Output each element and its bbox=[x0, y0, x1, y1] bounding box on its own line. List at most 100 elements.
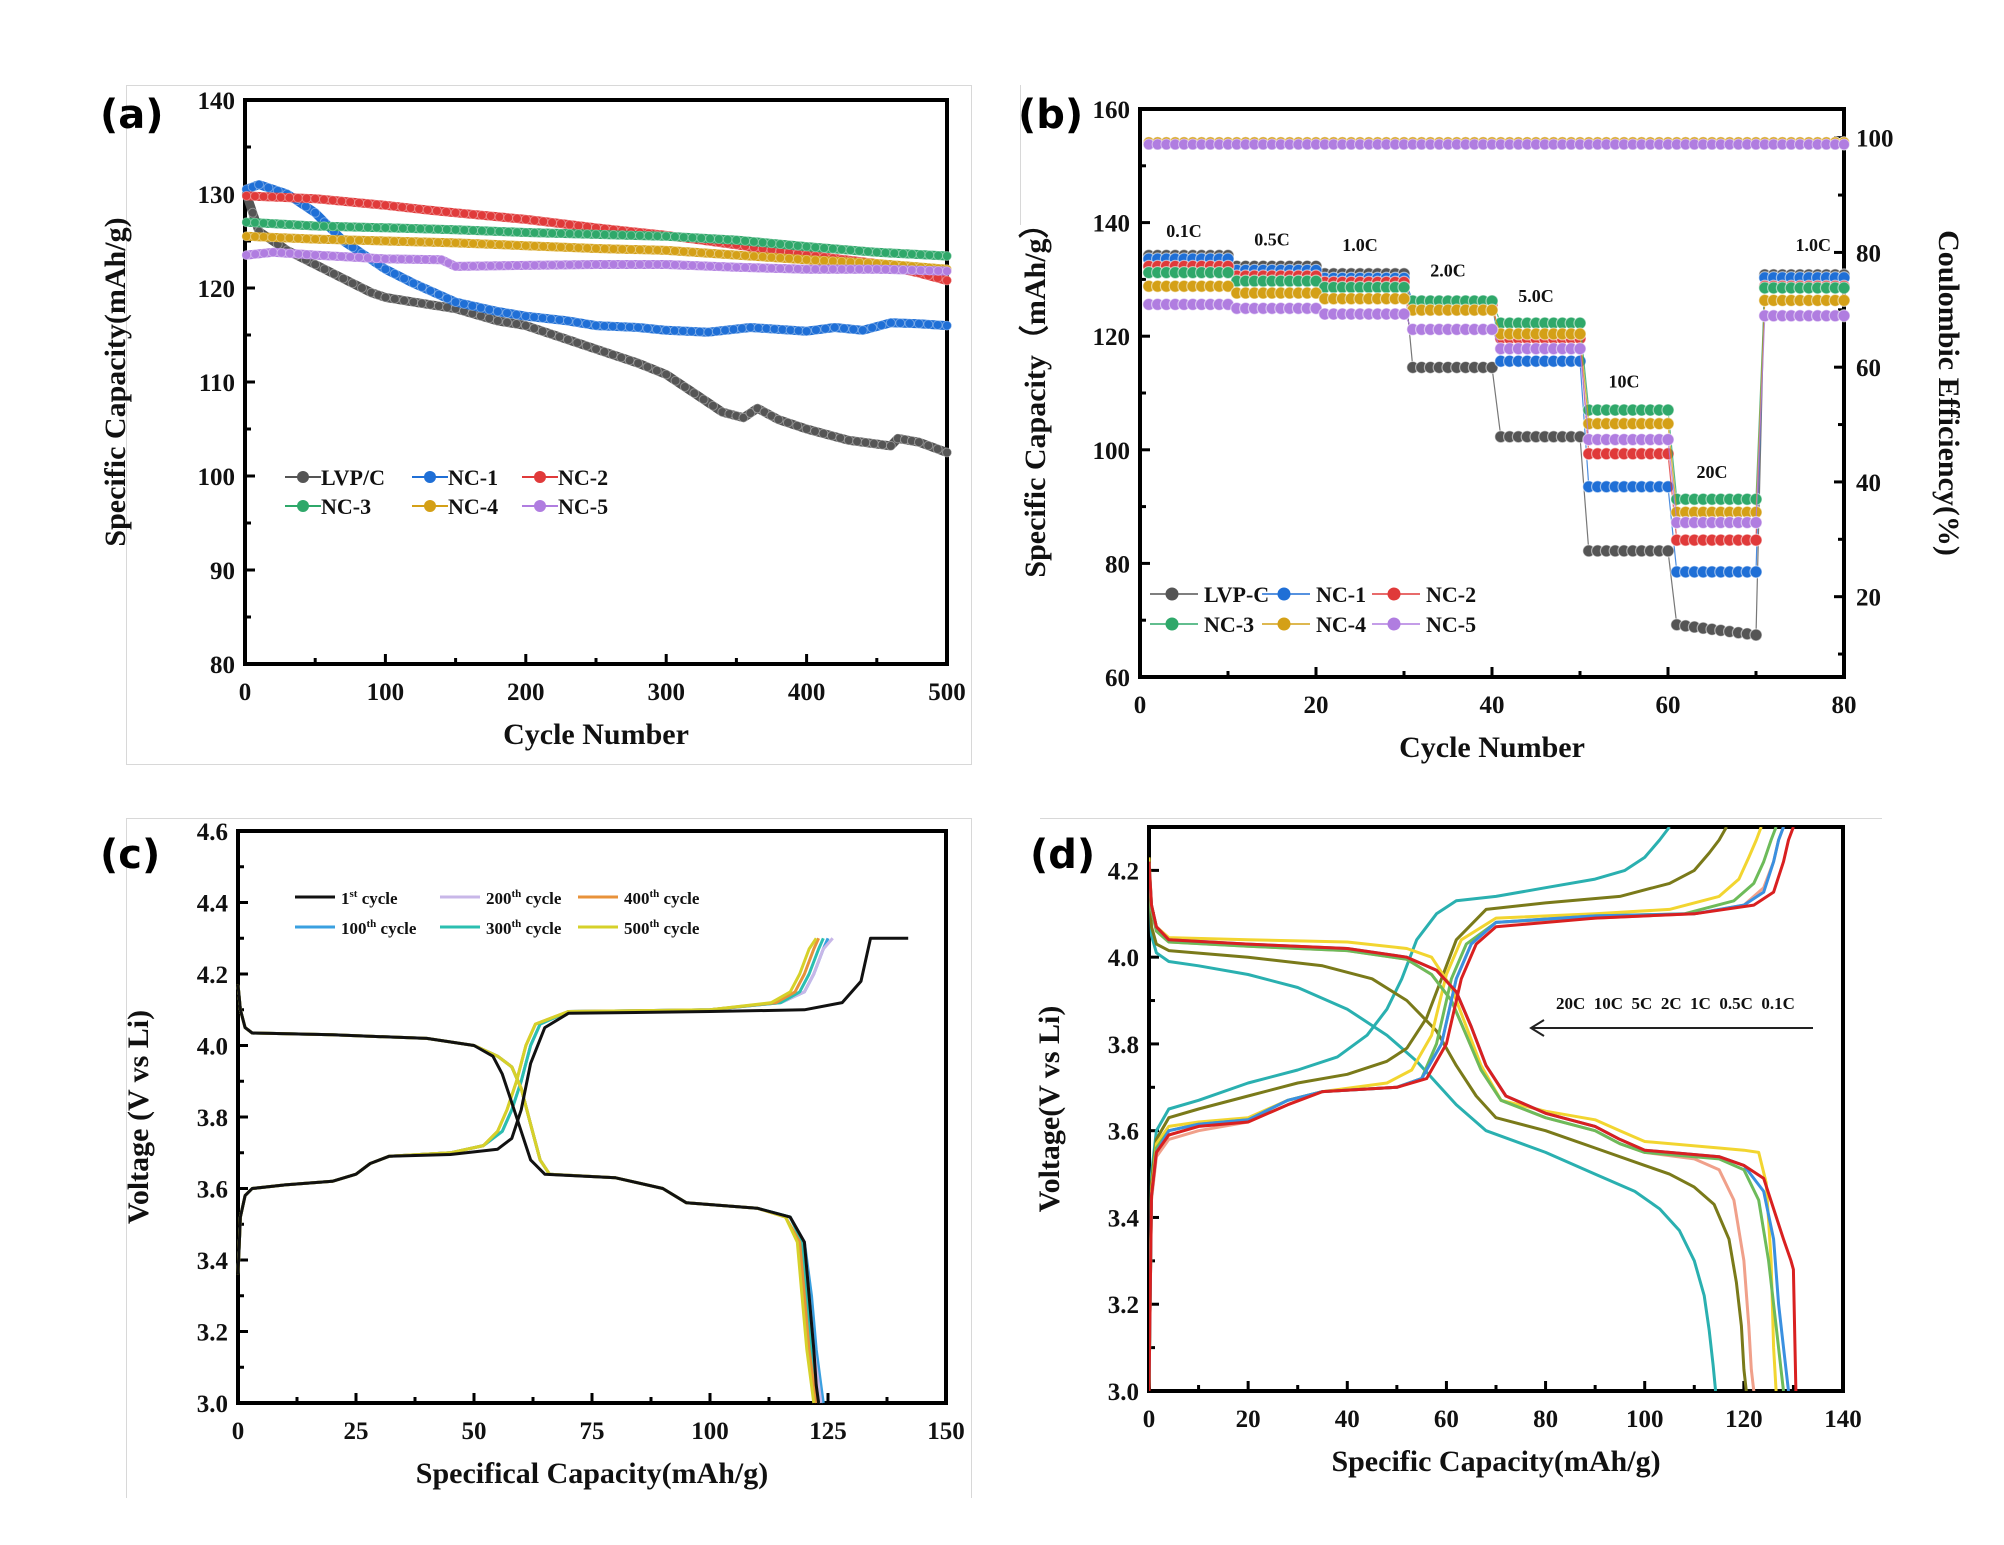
rate-label: 5.0C bbox=[1518, 286, 1554, 306]
rate-label: 0.1C bbox=[1166, 221, 1202, 241]
data-point bbox=[634, 230, 645, 241]
legend-cycle-word: cycle bbox=[357, 889, 398, 908]
data-point bbox=[740, 262, 751, 273]
data-point bbox=[757, 251, 768, 262]
data-point bbox=[669, 325, 680, 336]
data-point bbox=[380, 200, 391, 211]
data-point bbox=[327, 195, 338, 206]
rate-order-annotation: 20C 10C 5C 2C 1C 0.5C 0.1C bbox=[1556, 994, 1795, 1013]
data-point bbox=[642, 323, 653, 334]
legend-label: NC-2 bbox=[558, 465, 608, 490]
data-point bbox=[442, 293, 453, 304]
data-point bbox=[624, 322, 635, 333]
data-point bbox=[898, 248, 909, 259]
data-point bbox=[626, 244, 637, 255]
x-tick-label: 60 bbox=[1434, 1406, 1459, 1433]
data-point bbox=[722, 261, 733, 272]
data-point bbox=[408, 278, 419, 289]
data-point bbox=[511, 319, 522, 330]
data-point bbox=[414, 204, 425, 215]
data-point bbox=[661, 259, 672, 270]
data-point bbox=[836, 264, 847, 275]
legend-marker bbox=[424, 471, 436, 483]
data-point bbox=[880, 247, 891, 258]
data-point bbox=[502, 317, 513, 328]
x-tick-label: 20 bbox=[1236, 1406, 1261, 1433]
data-point bbox=[617, 244, 628, 255]
rate-label: 1.0C bbox=[1795, 235, 1831, 255]
rate-label: 20C bbox=[1697, 462, 1728, 482]
data-point bbox=[512, 227, 523, 238]
data-point bbox=[810, 255, 821, 266]
y-tick-label: 60 bbox=[1105, 665, 1130, 692]
data-point bbox=[354, 197, 365, 208]
data-point bbox=[538, 260, 549, 271]
legend-item: 400th cycle bbox=[578, 888, 700, 908]
data-point bbox=[740, 235, 751, 246]
data-point bbox=[1485, 303, 1499, 317]
x-tick-label: 60 bbox=[1656, 692, 1681, 719]
x-tick-label: 0 bbox=[1143, 1406, 1156, 1433]
data-point bbox=[408, 297, 419, 308]
data-point bbox=[547, 260, 558, 271]
data-point bbox=[694, 326, 705, 337]
data-point bbox=[476, 210, 487, 221]
legend-marker bbox=[1387, 617, 1401, 631]
data-point bbox=[617, 230, 628, 241]
data-point bbox=[616, 352, 627, 363]
legend-ordinal-suffix: th bbox=[512, 888, 522, 900]
data-point bbox=[250, 231, 261, 242]
data-point bbox=[1485, 322, 1499, 336]
data-point bbox=[241, 217, 252, 228]
legend-item: 100th cycle bbox=[295, 918, 417, 938]
data-point bbox=[371, 235, 382, 246]
data-point bbox=[503, 212, 514, 223]
data-point bbox=[284, 248, 295, 259]
data-point bbox=[757, 263, 768, 274]
data-point bbox=[857, 325, 868, 336]
data-point bbox=[380, 222, 391, 233]
data-point bbox=[696, 260, 707, 271]
x-tick-label: 0 bbox=[1134, 692, 1147, 719]
data-point bbox=[582, 259, 593, 270]
data-point bbox=[773, 414, 784, 425]
data-point bbox=[766, 263, 777, 274]
data-point bbox=[652, 259, 663, 270]
y-tick-label: 3.4 bbox=[1108, 1205, 1140, 1232]
data-point bbox=[669, 231, 680, 242]
data-point bbox=[327, 221, 338, 232]
legend-marker bbox=[1165, 587, 1179, 601]
data-point bbox=[336, 221, 347, 232]
y-axis-title: Voltage (V vs Li) bbox=[122, 1010, 155, 1224]
data-point bbox=[1837, 281, 1851, 295]
data-point bbox=[275, 219, 286, 230]
data-point bbox=[885, 317, 896, 328]
data-point bbox=[275, 232, 286, 243]
series-lvp-c bbox=[241, 189, 952, 458]
data-point bbox=[915, 265, 926, 276]
legend-label: NC-2 bbox=[1426, 582, 1476, 607]
legend-item: NC-1 bbox=[1262, 582, 1366, 607]
data-point bbox=[698, 394, 709, 405]
data-point bbox=[424, 224, 435, 235]
x-tick-label: 400 bbox=[788, 679, 826, 706]
data-point bbox=[354, 222, 365, 233]
data-point bbox=[1749, 628, 1763, 642]
data-point bbox=[820, 323, 831, 334]
legend-marker bbox=[534, 471, 546, 483]
legend-cycle-word: cycle bbox=[521, 919, 562, 938]
x-axis-title: Cycle Number bbox=[1399, 731, 1585, 764]
charge-curve bbox=[1149, 827, 1671, 1391]
data-point bbox=[705, 233, 716, 244]
data-point bbox=[371, 222, 382, 233]
data-point bbox=[819, 243, 830, 254]
legend-marker bbox=[534, 500, 546, 512]
data-point bbox=[459, 208, 470, 219]
data-point bbox=[713, 234, 724, 245]
panel-a-frame bbox=[126, 85, 972, 765]
data-point bbox=[546, 329, 557, 340]
data-point bbox=[310, 250, 321, 261]
data-point bbox=[415, 236, 426, 247]
